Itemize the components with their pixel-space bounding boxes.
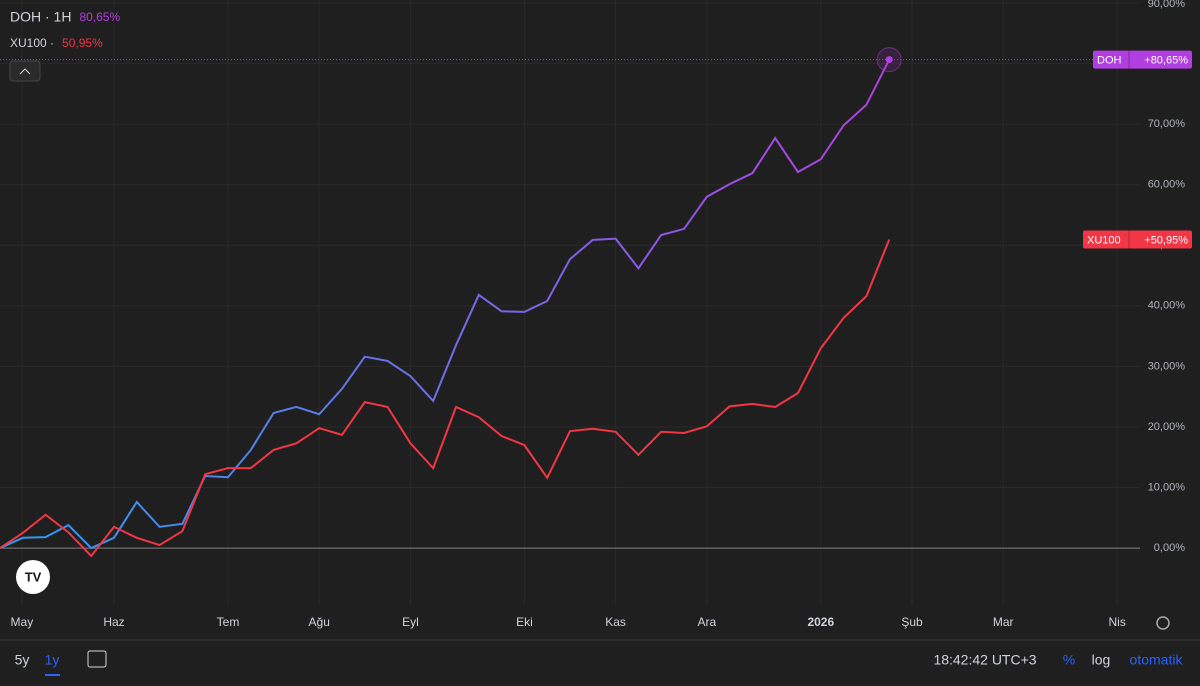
x-tick-label: Ağu	[309, 615, 330, 629]
x-tick-label: May	[11, 615, 34, 629]
y-tick-label: 90,00%	[1148, 0, 1186, 10]
x-tick-label: Şub	[901, 615, 923, 629]
x-tick-label: Haz	[103, 615, 124, 629]
range-button[interactable]: 1y	[45, 652, 60, 668]
x-tick-label: Kas	[605, 615, 626, 629]
price-label-box	[1093, 50, 1192, 69]
y-tick-label: 40,00%	[1148, 300, 1186, 312]
x-tick-label: Tem	[217, 615, 240, 629]
x-tick-label: Mar	[993, 615, 1014, 629]
legend-value: 50,95%	[62, 36, 103, 50]
series-line	[0, 59, 891, 550]
logo[interactable]	[16, 560, 50, 594]
clock: 18:42:42 UTC+3	[933, 652, 1036, 668]
price-label-box	[1083, 230, 1192, 249]
percent-toggle[interactable]: %	[1063, 652, 1075, 668]
x-tick-label: Ara	[697, 615, 716, 629]
auto-toggle[interactable]: otomatik	[1130, 652, 1184, 668]
price-label-value: +80,65%	[1144, 55, 1188, 67]
price-label-name: DOH	[1097, 55, 1122, 67]
legend-name: DOH · 1H	[10, 9, 71, 25]
y-tick-label: 30,00%	[1148, 360, 1186, 372]
y-tick-label: 20,00%	[1148, 421, 1186, 433]
date-range-icon[interactable]	[87, 650, 107, 668]
settings-icon[interactable]	[1156, 616, 1170, 630]
x-tick-label: Eyl	[402, 615, 419, 629]
legend-name: XU100 ·	[10, 36, 54, 50]
x-tick-label: Nis	[1109, 615, 1126, 629]
series-line	[0, 239, 891, 558]
plot-area	[0, 0, 1140, 605]
collapse-button[interactable]	[9, 60, 41, 82]
x-tick-label: 2026	[807, 615, 834, 629]
x-tick-label: Eki	[516, 615, 533, 629]
y-tick-label: 70,00%	[1148, 118, 1186, 130]
collapse-icon	[19, 68, 31, 75]
range-button[interactable]: 5y	[15, 652, 30, 668]
last-point	[885, 56, 893, 64]
price-label-name: XU100	[1087, 234, 1121, 246]
legend-value: 80,65%	[79, 10, 120, 24]
price-label-value: +50,95%	[1144, 234, 1188, 246]
y-tick-label: 60,00%	[1148, 179, 1186, 191]
y-tick-label: 0,00%	[1154, 542, 1185, 554]
y-tick-label: 10,00%	[1148, 481, 1186, 493]
logo-mark: TV	[25, 569, 42, 584]
log-toggle[interactable]: log	[1092, 652, 1111, 668]
